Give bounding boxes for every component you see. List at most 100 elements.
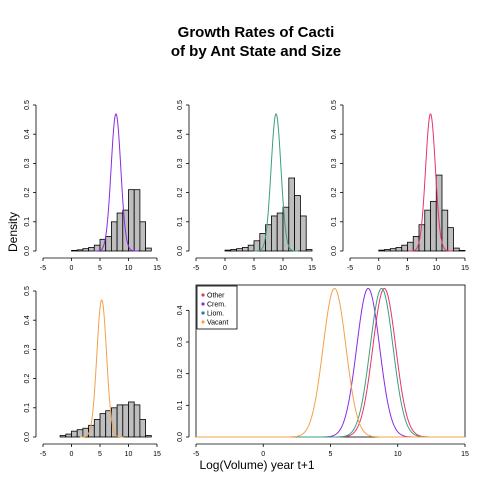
- x-tick-label: 0: [223, 265, 227, 272]
- legend-marker: [201, 293, 205, 297]
- x-tick-label: 0: [70, 451, 74, 458]
- y-tick-label: 0.0: [24, 432, 31, 442]
- hist-bar: [88, 247, 95, 252]
- x-tick-label: 0: [377, 265, 381, 272]
- y-tick-label: 0.2: [177, 369, 184, 379]
- hist-bar: [241, 247, 249, 252]
- hist-bar: [253, 240, 261, 252]
- hist-bar: [224, 249, 232, 252]
- x-tick-label: 0: [70, 265, 74, 272]
- hist-bar: [71, 250, 78, 252]
- legend-label: Crem.: [207, 302, 226, 309]
- y-tick-label: 0.4: [331, 129, 338, 139]
- y-tick-label: 0.0: [177, 432, 184, 442]
- y-tick-label: 0.5: [177, 100, 184, 110]
- hist-bar: [294, 195, 301, 252]
- x-tick-label: -5: [193, 451, 199, 458]
- hist-bar: [82, 427, 90, 438]
- hist-bar: [116, 404, 124, 438]
- panels: -5 0 5 10 15 0.0 0.1 0.2 0.3 0.4 0.5 -5 0 5 10 15 0.0 0.1…: [24, 100, 469, 458]
- hist-bar: [111, 221, 118, 252]
- hist-bar: [389, 248, 397, 252]
- hist-bar: [305, 249, 313, 252]
- panel-combined: -5 0 5 10 15 0.0 0.1 0.2 0.3 0.4 Other Crem. Liom. Va…: [177, 284, 469, 458]
- hist-bar: [76, 429, 84, 438]
- x-tick-label: 15: [153, 451, 161, 458]
- x-tick-label: 15: [461, 265, 469, 272]
- hist-bar: [230, 249, 238, 252]
- x-tick-label: 10: [432, 265, 440, 272]
- hist-bar: [236, 248, 243, 252]
- x-tick-label: -5: [193, 265, 199, 272]
- y-tick-label: 0.0: [331, 246, 338, 256]
- legend-marker: [201, 302, 205, 306]
- hist-bar: [93, 419, 101, 438]
- hist-bar: [145, 435, 152, 438]
- hist-bar: [424, 209, 431, 252]
- x-tick-label: 10: [279, 265, 287, 272]
- x-tick-label: -5: [40, 265, 46, 272]
- hist-bar: [378, 249, 385, 252]
- y-tick-label: 0.3: [24, 158, 31, 168]
- hist-bar: [128, 401, 135, 438]
- hist-bar: [401, 244, 408, 252]
- y-tick-label: 0.5: [24, 286, 31, 296]
- figure-title-line2: of by Ant State and Size: [171, 43, 341, 60]
- density-curve: [79, 299, 124, 438]
- y-tick-label: 0.3: [177, 337, 184, 347]
- x-tick-label: 5: [252, 265, 256, 272]
- y-tick-label: 0.0: [177, 246, 184, 256]
- hist-bar: [276, 212, 284, 252]
- x-tick-label: 5: [98, 265, 102, 272]
- y-tick-label: 0.4: [24, 129, 31, 139]
- y-tick-label: 0.1: [177, 217, 184, 227]
- x-tick-label: 5: [406, 265, 410, 272]
- y-tick-label: 0.2: [24, 374, 31, 384]
- y-tick-label: 0.3: [24, 344, 31, 354]
- panel-crem: -5 0 5 10 15 0.0 0.1 0.2 0.3 0.4 0.5: [177, 100, 316, 272]
- hist-bar: [430, 200, 437, 252]
- x-tick-label: 15: [308, 265, 316, 272]
- hist-bar: [59, 435, 67, 438]
- y-tick-label: 0.2: [24, 188, 31, 198]
- legend-label: Vacant: [207, 320, 228, 327]
- hist-bar: [71, 430, 78, 438]
- hist-bar: [247, 244, 255, 252]
- hist-bar: [288, 177, 295, 252]
- hist-bar: [99, 413, 107, 438]
- hist-bar: [116, 212, 124, 252]
- hist-bar: [384, 249, 391, 252]
- panel-liom: -5 0 5 10 15 0.0 0.1 0.2 0.3 0.4 0.5: [331, 100, 469, 272]
- y-tick-label: 0.1: [177, 400, 184, 410]
- x-tick-label: 5: [98, 451, 102, 458]
- x-tick-label: 10: [125, 265, 133, 272]
- density-curve: [253, 113, 299, 252]
- legend-label: Liom.: [207, 311, 224, 318]
- y-tick-label: 0.2: [331, 188, 338, 198]
- hist-bar: [447, 227, 454, 252]
- x-tick-label: 0: [261, 451, 265, 458]
- hist-bar: [407, 241, 414, 252]
- x-tick-label: -5: [40, 451, 46, 458]
- x-tick-label: -5: [347, 265, 353, 272]
- y-tick-label: 0.1: [24, 403, 31, 413]
- y-tick-label: 0.5: [24, 100, 31, 110]
- x-tick-label: 10: [125, 451, 133, 458]
- hist-bar: [82, 248, 90, 252]
- x-tick-label: 10: [394, 451, 402, 458]
- hist-bar: [105, 235, 112, 252]
- hist-bar: [139, 221, 146, 252]
- x-axis-label: Log(Volume) year t+1: [199, 458, 314, 472]
- hist-bar: [133, 404, 141, 438]
- hist-bar: [395, 247, 403, 252]
- legend: Other Crem. Liom. Vacant: [196, 285, 238, 330]
- hist-bar: [128, 189, 135, 252]
- y-tick-label: 0.3: [331, 158, 338, 168]
- hist-bar: [76, 249, 84, 252]
- y-tick-label: 0.2: [177, 188, 184, 198]
- density-curve: [408, 113, 453, 252]
- legend-marker: [201, 311, 205, 315]
- y-tick-label: 0.0: [24, 246, 31, 256]
- hist-bar: [93, 244, 101, 252]
